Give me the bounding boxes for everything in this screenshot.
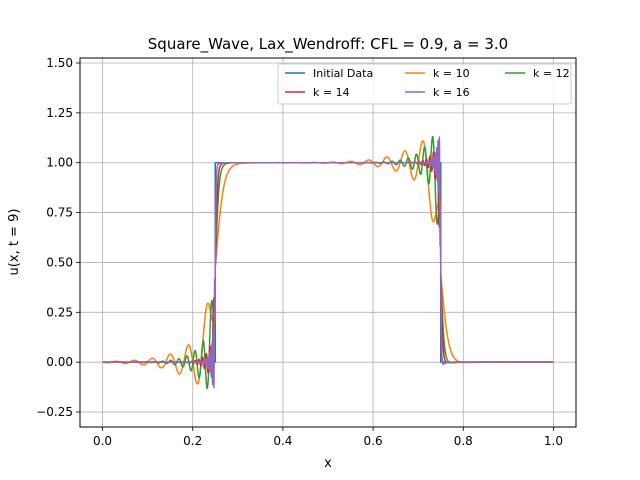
x-tick-label: 0.0 <box>93 434 112 448</box>
y-axis-label: u(x, t = 9) <box>7 209 22 276</box>
plot-frame <box>79 57 577 428</box>
legend-label: k = 10 <box>433 67 470 80</box>
x-tick-label: 0.4 <box>273 434 292 448</box>
y-tick-label: 0.00 <box>46 355 73 369</box>
x-tick-label: 0.2 <box>183 434 202 448</box>
y-tick-label: 1.25 <box>46 106 73 120</box>
x-axis-label: x <box>324 456 332 471</box>
legend-label: k = 14 <box>313 86 350 99</box>
y-tick-label: 0.25 <box>46 305 73 319</box>
legend-box <box>277 63 572 105</box>
axis-ticks: 0.0 0.2 0.4 0.6 0.8 1.0 −0.25 0.00 0.25 0.50 0.75 1… <box>36 56 563 448</box>
y-tick-label: 1.50 <box>46 56 73 70</box>
y-tick-label: 0.75 <box>46 206 73 220</box>
legend-label: k = 16 <box>433 86 470 99</box>
chart-title: Square_Wave, Lax_Wendroff: CFL = 0.9, a … <box>148 35 508 54</box>
series-line-k16 <box>101 136 555 389</box>
legend: Initial Data k = 10 k = 12 k = 14 k = 16 <box>277 63 572 105</box>
x-tick-label: 0.8 <box>454 434 473 448</box>
y-tick-label: 1.00 <box>46 156 73 170</box>
x-tick-label: 1.0 <box>544 434 563 448</box>
x-tick-label: 0.6 <box>364 434 383 448</box>
legend-label: Initial Data <box>313 67 373 80</box>
legend-label: k = 12 <box>533 67 570 80</box>
series-lines <box>101 135 555 390</box>
y-tick-label: −0.25 <box>36 405 73 419</box>
y-tick-label: 0.50 <box>46 255 73 269</box>
